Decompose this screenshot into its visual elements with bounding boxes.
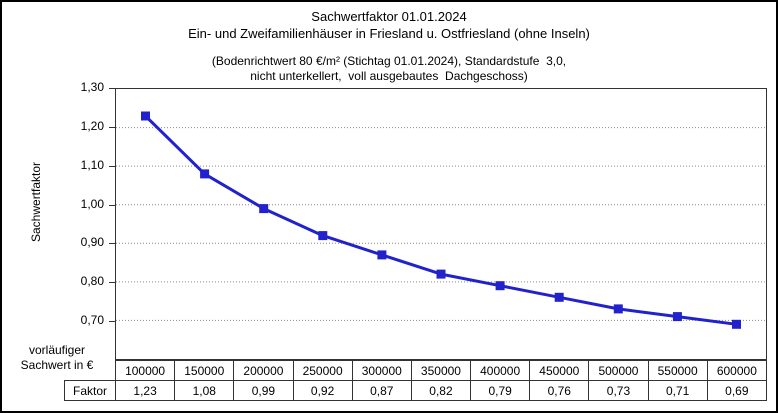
value-cell: 0,69 [706, 380, 768, 401]
category-cell: 250000 [292, 360, 353, 381]
data-table: 100000 150000 200000 250000 300000 350000 4000… [64, 360, 768, 401]
chart-note-line2: nicht unterkellert, voll ausgebautes Dac… [250, 69, 528, 83]
category-cell: 200000 [233, 360, 294, 381]
category-cell: 600000 [706, 360, 768, 381]
value-cell: 0,99 [233, 380, 294, 401]
series-marker [318, 231, 328, 241]
y-tick-mark [109, 204, 115, 206]
category-cell: 550000 [647, 360, 708, 381]
category-cell: 450000 [529, 360, 590, 381]
y-tick-mark [109, 243, 115, 245]
chart-title: Sachwertfaktor 01.01.2024 [311, 9, 467, 24]
chart-note-line1: (Bodenrichtwert 80 €/m² (Stichtag 01.01.… [211, 54, 567, 68]
value-cell: 0,73 [588, 380, 649, 401]
y-tick-label: 1,30 [80, 80, 104, 94]
value-cell: 1,08 [174, 380, 235, 401]
plot-area [115, 88, 767, 360]
value-cell: 0,82 [410, 380, 472, 401]
series-marker [259, 204, 269, 214]
series-marker [200, 169, 210, 179]
value-cell: 0,87 [351, 380, 412, 401]
category-cell: 350000 [410, 360, 472, 381]
y-tick-label: 1,00 [80, 196, 104, 211]
series-marker [732, 319, 741, 329]
series-marker [436, 269, 446, 279]
x-axis-title: vorläufiger Sachwert in € [20, 343, 94, 372]
y-tick-label: 0,70 [80, 313, 104, 328]
y-tick-mark [109, 321, 115, 323]
series-name-cell: Faktor [64, 380, 116, 401]
y-tick-label: 1,10 [80, 157, 104, 172]
series-marker [672, 312, 682, 322]
y-tick-label: 1,20 [80, 118, 104, 133]
series-marker [377, 250, 387, 260]
y-tick-mark [109, 282, 115, 284]
y-tick-mark [109, 126, 115, 128]
category-cell: 100000 [114, 360, 176, 381]
category-cell: 500000 [588, 360, 649, 381]
value-cell: 1,23 [114, 380, 176, 401]
y-tick-mark [109, 165, 115, 167]
y-tick-label: 0,90 [80, 235, 104, 250]
series-marker [613, 304, 623, 314]
category-cell: 300000 [351, 360, 412, 381]
series-line [144, 114, 737, 326]
series-marker [495, 281, 505, 291]
category-cell: 400000 [470, 360, 531, 381]
value-cell: 0,76 [529, 380, 590, 401]
table-corner-cell [65, 361, 116, 381]
y-tick-mark [109, 88, 115, 89]
value-cell: 0,79 [470, 380, 531, 401]
chart-subtitle: Ein- und Zweifamilienhäuser in Friesland… [188, 26, 590, 41]
series-marker [141, 111, 150, 121]
series-marker [554, 292, 564, 302]
table-row: 100000 150000 200000 250000 300000 350000 4000… [65, 360, 768, 381]
line-chart-svg [116, 111, 766, 329]
category-cell: 150000 [174, 360, 235, 381]
y-tick-label: 0,80 [80, 274, 104, 289]
value-cell: 0,71 [647, 380, 708, 401]
value-cell: 0,92 [292, 380, 353, 401]
table-row: Faktor 1,23 1,08 0,99 0,92 0,87 0,82 0,79 0,76 0,… [64, 380, 768, 401]
